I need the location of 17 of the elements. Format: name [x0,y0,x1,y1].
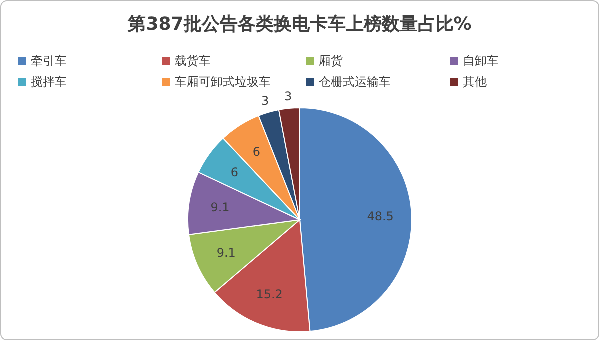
data-label: 6 [230,166,239,180]
data-label: 3 [284,90,292,104]
legend-label: 其他 [463,75,487,89]
data-label: 3 [262,94,270,108]
chart-title: 第387批公告各类换电卡车上榜数量占比% [127,14,472,35]
data-label: 9.1 [216,246,236,260]
legend-label: 牵引车 [31,54,67,68]
data-label: 6 [252,144,261,159]
data-label: 48.5 [367,209,394,224]
legend-label: 厢货 [319,54,343,68]
legend-label: 载货车 [175,54,211,68]
legend-label: 自卸车 [463,54,499,68]
legend-label: 仓栅式运输车 [319,75,391,89]
legend-label: 车厢可卸式垃圾车 [175,75,271,89]
data-label: 9.1 [210,200,230,215]
data-label: 15.2 [256,288,283,302]
legend-label: 搅拌车 [31,75,67,89]
